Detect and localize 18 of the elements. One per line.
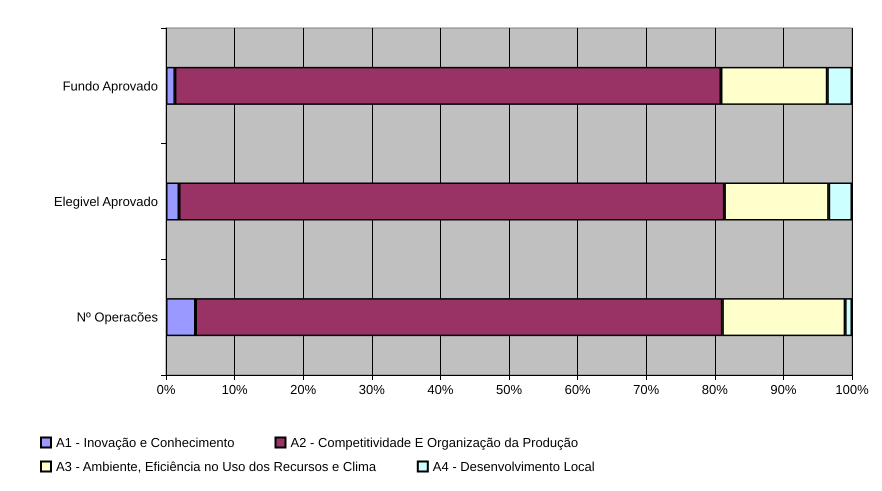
y-tick-label: Fundo Aprovado	[62, 78, 158, 94]
legend-label: A4 - Desenvolvimento Local	[432, 459, 595, 474]
y-tick-label: Elegivel Aprovado	[54, 194, 158, 209]
x-tick-label: 70%	[633, 382, 660, 397]
x-tick-label: 50%	[496, 382, 522, 397]
x-tick-label: 90%	[770, 382, 797, 397]
legend-label: A2 - Competitividade E Organização da Produção	[290, 435, 578, 450]
x-tick-label: 30%	[358, 382, 386, 397]
legend-label: A3 - Ambiente, Eficiência no Uso dos Recursos e Clima	[56, 459, 377, 474]
x-tick-label: 40%	[427, 382, 454, 397]
x-tick-label: 100%	[835, 382, 870, 397]
x-tick-label: 60%	[564, 382, 592, 397]
x-tick-label: 10%	[222, 382, 248, 397]
x-tick-label: 80%	[702, 382, 728, 397]
x-tick-label: 0%	[156, 382, 176, 397]
y-tick-label: Nº Operacões	[76, 310, 158, 325]
x-tick-label: 20%	[290, 382, 317, 397]
legend-label: A1 - Inovação e Conhecimento	[56, 435, 234, 450]
